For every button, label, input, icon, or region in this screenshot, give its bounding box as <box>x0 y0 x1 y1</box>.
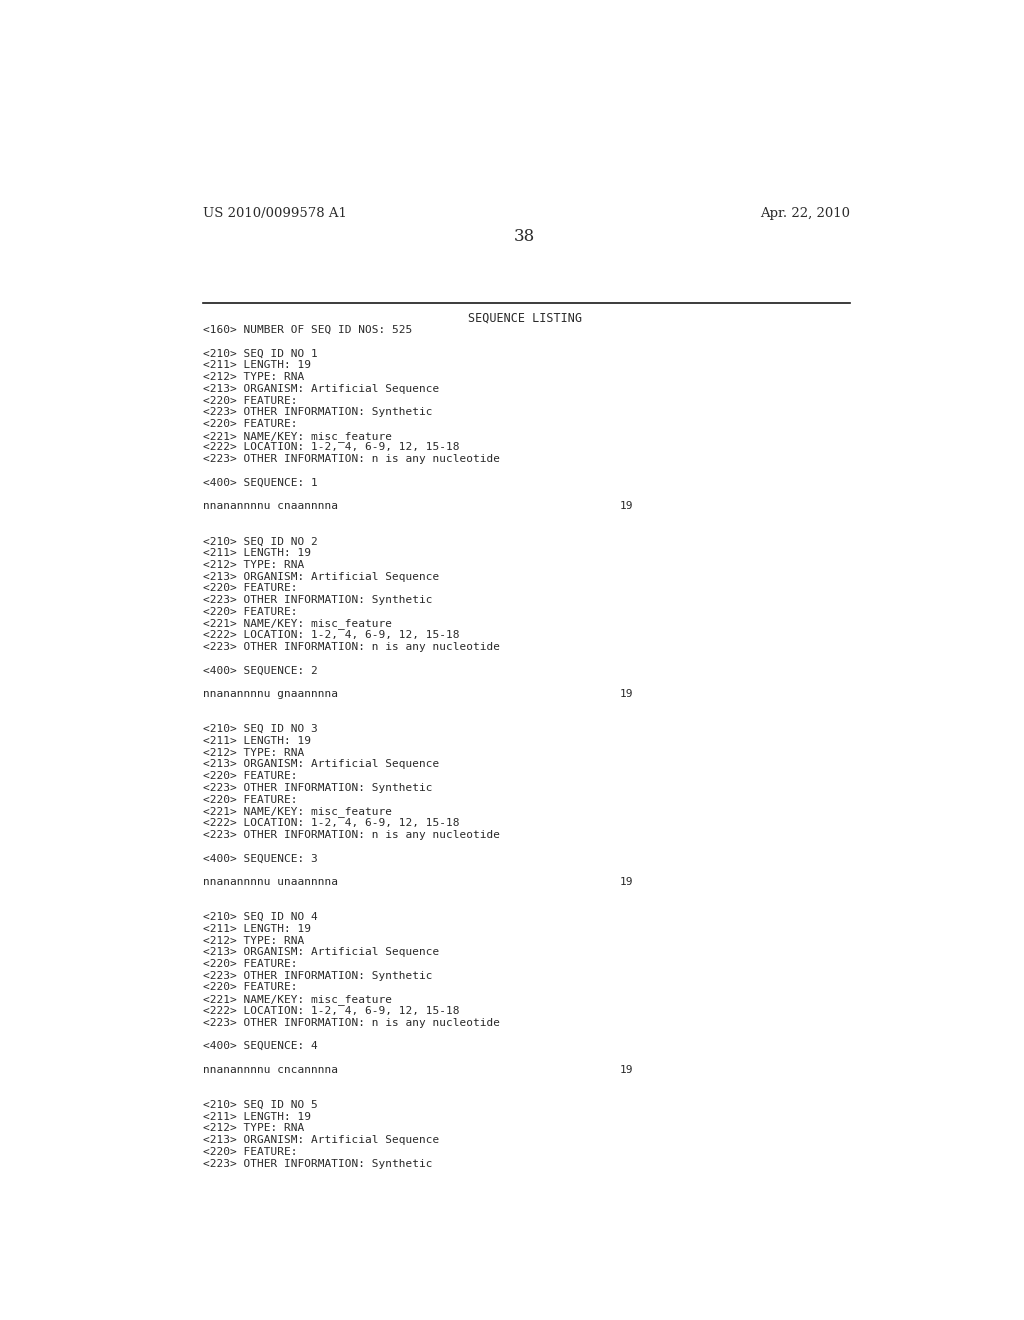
Text: <210> SEQ ID NO 1: <210> SEQ ID NO 1 <box>204 348 318 359</box>
Text: <212> TYPE: RNA: <212> TYPE: RNA <box>204 936 305 945</box>
Text: <220> FEATURE:: <220> FEATURE: <box>204 607 298 616</box>
Text: <222> LOCATION: 1-2, 4, 6-9, 12, 15-18: <222> LOCATION: 1-2, 4, 6-9, 12, 15-18 <box>204 818 460 828</box>
Text: <223> OTHER INFORMATION: n is any nucleotide: <223> OTHER INFORMATION: n is any nucleo… <box>204 454 501 465</box>
Text: Apr. 22, 2010: Apr. 22, 2010 <box>760 207 850 220</box>
Text: <212> TYPE: RNA: <212> TYPE: RNA <box>204 1123 305 1134</box>
Text: <213> ORGANISM: Artificial Sequence: <213> ORGANISM: Artificial Sequence <box>204 1135 439 1146</box>
Text: <210> SEQ ID NO 2: <210> SEQ ID NO 2 <box>204 536 318 546</box>
Text: <213> ORGANISM: Artificial Sequence: <213> ORGANISM: Artificial Sequence <box>204 384 439 393</box>
Text: <220> FEATURE:: <220> FEATURE: <box>204 960 298 969</box>
Text: nnanannnnu cnaannnna: nnanannnnu cnaannnna <box>204 502 338 511</box>
Text: <221> NAME/KEY: misc_feature: <221> NAME/KEY: misc_feature <box>204 430 392 442</box>
Text: <210> SEQ ID NO 3: <210> SEQ ID NO 3 <box>204 725 318 734</box>
Text: <222> LOCATION: 1-2, 4, 6-9, 12, 15-18: <222> LOCATION: 1-2, 4, 6-9, 12, 15-18 <box>204 442 460 453</box>
Text: <221> NAME/KEY: misc_feature: <221> NAME/KEY: misc_feature <box>204 619 392 630</box>
Text: <211> LENGTH: 19: <211> LENGTH: 19 <box>204 924 311 933</box>
Text: <400> SEQUENCE: 3: <400> SEQUENCE: 3 <box>204 853 318 863</box>
Text: <220> FEATURE:: <220> FEATURE: <box>204 795 298 805</box>
Text: <211> LENGTH: 19: <211> LENGTH: 19 <box>204 737 311 746</box>
Text: <221> NAME/KEY: misc_feature: <221> NAME/KEY: misc_feature <box>204 807 392 817</box>
Text: 19: 19 <box>620 876 634 887</box>
Text: <211> LENGTH: 19: <211> LENGTH: 19 <box>204 360 311 371</box>
Text: 19: 19 <box>620 689 634 700</box>
Text: <400> SEQUENCE: 1: <400> SEQUENCE: 1 <box>204 478 318 487</box>
Text: <221> NAME/KEY: misc_feature: <221> NAME/KEY: misc_feature <box>204 994 392 1005</box>
Text: <213> ORGANISM: Artificial Sequence: <213> ORGANISM: Artificial Sequence <box>204 759 439 770</box>
Text: 19: 19 <box>620 502 634 511</box>
Text: nnanannnnu unaannnna: nnanannnnu unaannnna <box>204 876 338 887</box>
Text: <220> FEATURE:: <220> FEATURE: <box>204 1147 298 1156</box>
Text: 19: 19 <box>620 1065 634 1074</box>
Text: <210> SEQ ID NO 5: <210> SEQ ID NO 5 <box>204 1100 318 1110</box>
Text: US 2010/0099578 A1: US 2010/0099578 A1 <box>204 207 347 220</box>
Text: <213> ORGANISM: Artificial Sequence: <213> ORGANISM: Artificial Sequence <box>204 572 439 582</box>
Text: <212> TYPE: RNA: <212> TYPE: RNA <box>204 560 305 570</box>
Text: <220> FEATURE:: <220> FEATURE: <box>204 982 298 993</box>
Text: SEQUENCE LISTING: SEQUENCE LISTING <box>468 312 582 325</box>
Text: <212> TYPE: RNA: <212> TYPE: RNA <box>204 372 305 381</box>
Text: nnanannnnu cncannnna: nnanannnnu cncannnna <box>204 1065 338 1074</box>
Text: <222> LOCATION: 1-2, 4, 6-9, 12, 15-18: <222> LOCATION: 1-2, 4, 6-9, 12, 15-18 <box>204 631 460 640</box>
Text: <222> LOCATION: 1-2, 4, 6-9, 12, 15-18: <222> LOCATION: 1-2, 4, 6-9, 12, 15-18 <box>204 1006 460 1016</box>
Text: 38: 38 <box>514 227 536 244</box>
Text: <400> SEQUENCE: 4: <400> SEQUENCE: 4 <box>204 1041 318 1051</box>
Text: <220> FEATURE:: <220> FEATURE: <box>204 396 298 405</box>
Text: <223> OTHER INFORMATION: n is any nucleotide: <223> OTHER INFORMATION: n is any nucleo… <box>204 1018 501 1028</box>
Text: <220> FEATURE:: <220> FEATURE: <box>204 583 298 594</box>
Text: <212> TYPE: RNA: <212> TYPE: RNA <box>204 747 305 758</box>
Text: <223> OTHER INFORMATION: Synthetic: <223> OTHER INFORMATION: Synthetic <box>204 595 433 605</box>
Text: <220> FEATURE:: <220> FEATURE: <box>204 418 298 429</box>
Text: <223> OTHER INFORMATION: Synthetic: <223> OTHER INFORMATION: Synthetic <box>204 970 433 981</box>
Text: <223> OTHER INFORMATION: Synthetic: <223> OTHER INFORMATION: Synthetic <box>204 783 433 793</box>
Text: <223> OTHER INFORMATION: Synthetic: <223> OTHER INFORMATION: Synthetic <box>204 408 433 417</box>
Text: <220> FEATURE:: <220> FEATURE: <box>204 771 298 781</box>
Text: <213> ORGANISM: Artificial Sequence: <213> ORGANISM: Artificial Sequence <box>204 948 439 957</box>
Text: <160> NUMBER OF SEQ ID NOS: 525: <160> NUMBER OF SEQ ID NOS: 525 <box>204 325 413 335</box>
Text: <223> OTHER INFORMATION: n is any nucleotide: <223> OTHER INFORMATION: n is any nucleo… <box>204 830 501 840</box>
Text: <400> SEQUENCE: 2: <400> SEQUENCE: 2 <box>204 665 318 676</box>
Text: <210> SEQ ID NO 4: <210> SEQ ID NO 4 <box>204 912 318 923</box>
Text: <223> OTHER INFORMATION: n is any nucleotide: <223> OTHER INFORMATION: n is any nucleo… <box>204 642 501 652</box>
Text: nnanannnnu gnaannnna: nnanannnnu gnaannnna <box>204 689 338 700</box>
Text: <211> LENGTH: 19: <211> LENGTH: 19 <box>204 1111 311 1122</box>
Text: <223> OTHER INFORMATION: Synthetic: <223> OTHER INFORMATION: Synthetic <box>204 1159 433 1168</box>
Text: <211> LENGTH: 19: <211> LENGTH: 19 <box>204 548 311 558</box>
